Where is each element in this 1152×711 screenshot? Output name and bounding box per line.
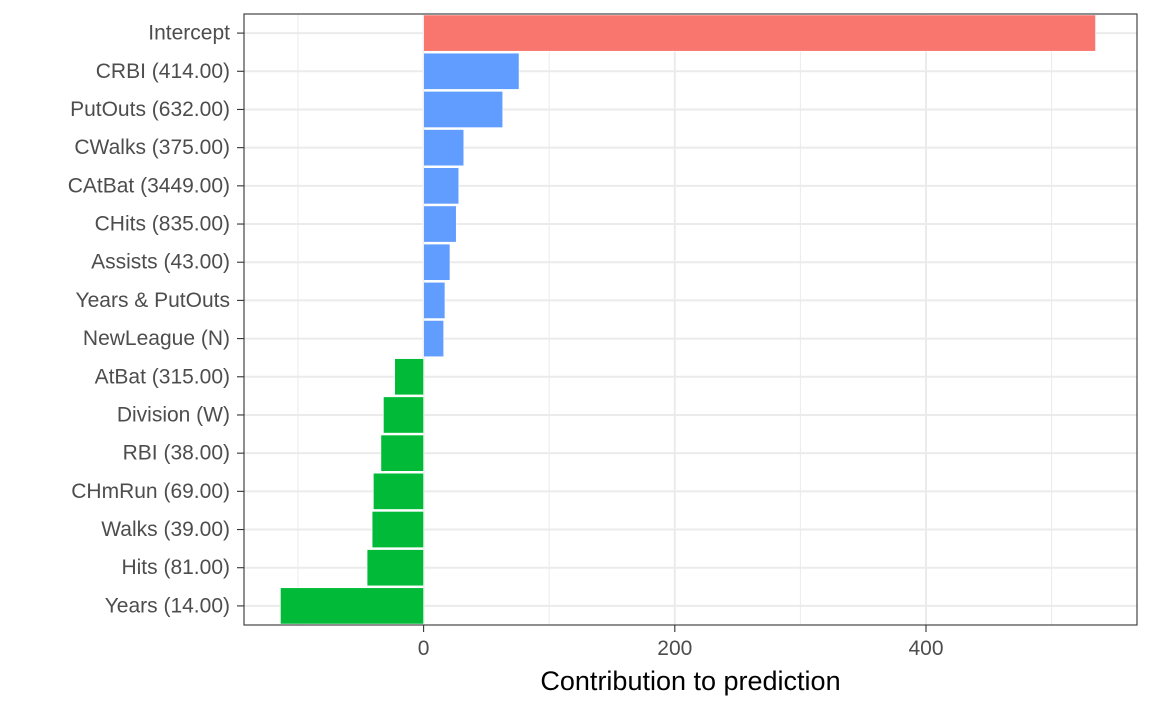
- y-tick-label: Hits (81.00): [121, 556, 230, 579]
- panel-border: [243, 13, 1138, 626]
- y-tick-label: Years (14.00): [105, 594, 230, 617]
- bar-3: [423, 129, 465, 167]
- bar-10: [383, 396, 424, 434]
- y-tick-label: CRBI (414.00): [96, 60, 230, 83]
- y-tick-label: CWalks (375.00): [74, 136, 230, 159]
- bar-5: [423, 205, 457, 243]
- y-tick-label: CHits (835.00): [95, 213, 230, 236]
- bar-8: [423, 320, 445, 358]
- bar-11: [380, 434, 424, 472]
- x-tick-label: 400: [908, 637, 943, 660]
- grid-lines: [244, 14, 1137, 625]
- x-tick-label: 0: [418, 637, 430, 660]
- y-tick-label: NewLeague (N): [83, 327, 230, 350]
- bar-13: [371, 511, 424, 548]
- y-tick-label: AtBat (315.00): [95, 365, 230, 388]
- x-tick-label: 200: [657, 637, 692, 660]
- bar-4: [423, 167, 460, 205]
- x-axis: 0 200 400: [418, 625, 944, 660]
- y-tick-label: Assists (43.00): [91, 251, 230, 274]
- y-tick-label: Division (W): [117, 403, 230, 426]
- y-axis: Intercept CRBI (414.00) PutOuts (632.00) CW…: [68, 22, 244, 617]
- y-tick-label: RBI (38.00): [123, 442, 230, 465]
- bar-9: [394, 358, 424, 396]
- y-tick-label: PutOuts (632.00): [70, 98, 230, 121]
- bars: [280, 14, 1096, 625]
- bar-1: [423, 52, 520, 90]
- bar-12: [373, 472, 424, 510]
- bar-0: [423, 14, 1096, 52]
- bar-2: [423, 91, 504, 128]
- y-tick-label: CHmRun (69.00): [71, 480, 230, 503]
- y-tick-label: Years & PutOuts: [76, 289, 230, 312]
- bar-6: [423, 243, 451, 281]
- y-tick-label: Intercept: [148, 22, 230, 45]
- bar-15: [280, 587, 424, 625]
- bar-14: [366, 549, 424, 587]
- bar-7: [423, 281, 446, 319]
- y-tick-label: CAtBat (3449.00): [68, 174, 230, 197]
- y-tick-label: Walks (39.00): [101, 518, 230, 541]
- x-axis-title: Contribution to prediction: [540, 666, 840, 696]
